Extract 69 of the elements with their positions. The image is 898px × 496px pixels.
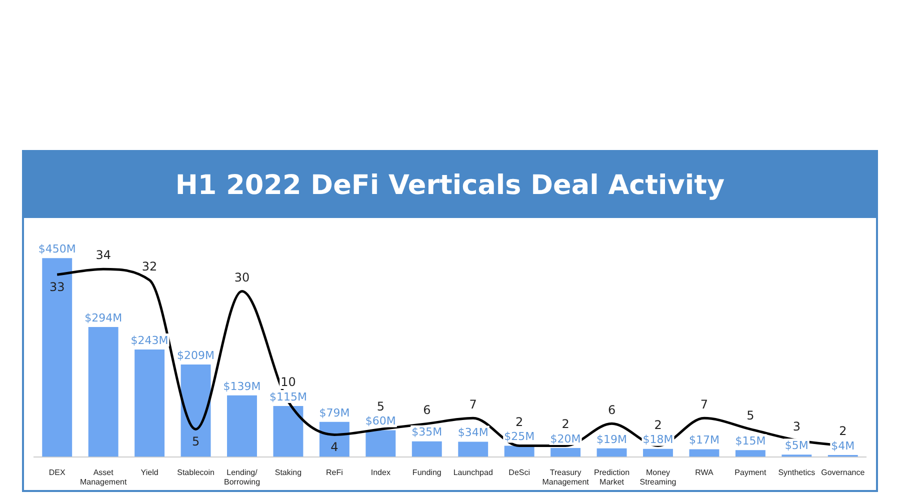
data-label: 10 bbox=[280, 375, 296, 390]
x-tick-label: DeSci bbox=[508, 468, 530, 477]
bar bbox=[42, 258, 72, 457]
data-label: 4 bbox=[330, 440, 338, 454]
x-tick-label: Asset Management bbox=[80, 468, 128, 486]
data-label: $294M bbox=[84, 311, 122, 324]
data-label: $20M bbox=[550, 432, 581, 446]
bar bbox=[504, 446, 534, 457]
bar bbox=[412, 441, 442, 457]
data-label: 30 bbox=[234, 270, 250, 284]
x-tick-label: Stablecoin bbox=[177, 468, 214, 477]
data-label: 34 bbox=[96, 248, 111, 262]
data-label: $450M bbox=[38, 242, 76, 256]
bar bbox=[596, 448, 627, 457]
data-label: 6 bbox=[608, 402, 616, 417]
data-label: 32 bbox=[142, 259, 158, 274]
data-label: $139M bbox=[223, 380, 261, 393]
x-tick-label: Launchpad bbox=[453, 468, 493, 477]
bar bbox=[273, 406, 304, 457]
data-label: $19M bbox=[596, 432, 628, 446]
bar bbox=[88, 326, 118, 457]
data-label: $15M bbox=[735, 434, 766, 448]
data-label: 7 bbox=[700, 397, 708, 412]
data-label: 33 bbox=[49, 280, 65, 294]
bar bbox=[134, 349, 165, 457]
data-label: $243M bbox=[130, 334, 168, 347]
data-label: $17M bbox=[688, 434, 720, 447]
data-label: $79M bbox=[319, 406, 350, 420]
x-tick-label: DEX bbox=[48, 468, 66, 477]
x-tick-label: Funding bbox=[412, 468, 442, 477]
bar bbox=[550, 448, 581, 457]
chart-title: H1 2022 DeFi Verticals Deal Activity bbox=[24, 152, 876, 218]
data-label: $209M bbox=[177, 348, 215, 362]
data-label: $35M bbox=[412, 426, 442, 439]
x-tick-label: Index bbox=[370, 468, 390, 477]
bar bbox=[458, 442, 488, 457]
x-tick-label: Money Streaming bbox=[640, 468, 676, 486]
bar bbox=[180, 364, 211, 457]
data-label: $60M bbox=[365, 414, 396, 428]
data-label: $34M bbox=[458, 426, 488, 440]
bar bbox=[689, 449, 720, 457]
x-tick-label: Lending/Borrowing bbox=[224, 468, 260, 486]
data-label: $115M bbox=[269, 390, 307, 404]
data-label: 5 bbox=[746, 408, 754, 422]
x-tick-label: ReFi bbox=[326, 468, 344, 477]
x-tick-label: Treasury Management bbox=[542, 468, 590, 486]
bar bbox=[366, 430, 396, 457]
data-label: 2 bbox=[516, 414, 524, 429]
data-label: 3 bbox=[792, 419, 800, 434]
x-tick-label: Staking bbox=[274, 468, 302, 477]
data-label: 5 bbox=[376, 399, 384, 414]
data-label: 2 bbox=[654, 418, 662, 432]
data-label: $5M bbox=[784, 438, 808, 452]
data-label: 2 bbox=[839, 424, 847, 438]
x-tick-label: Governance bbox=[821, 468, 866, 477]
data-label: $25M bbox=[504, 430, 535, 444]
x-tick-label: Payment bbox=[734, 468, 768, 477]
data-label: 6 bbox=[423, 402, 431, 417]
bar bbox=[735, 450, 766, 457]
data-label: 7 bbox=[469, 397, 477, 412]
x-tick-label: Synthetics bbox=[778, 468, 816, 477]
bar bbox=[643, 448, 673, 457]
bar bbox=[227, 395, 257, 457]
data-label: 5 bbox=[192, 434, 200, 448]
data-label: 2 bbox=[562, 417, 570, 432]
x-tick-label: Yield bbox=[140, 468, 158, 477]
x-tick-label: RWA bbox=[695, 468, 714, 477]
data-label: $18M bbox=[642, 433, 674, 446]
x-tick-label: Prediction Market bbox=[594, 468, 630, 486]
